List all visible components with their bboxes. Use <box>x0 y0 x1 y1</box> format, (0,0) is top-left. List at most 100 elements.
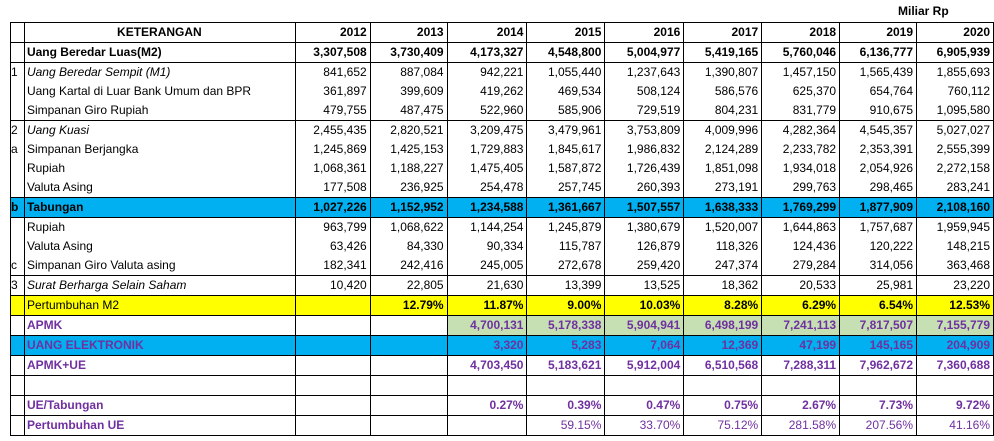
value-cell: 4,703,450 <box>446 355 528 376</box>
value-cell: 1,144,254 <box>446 217 528 237</box>
header-year: 2017 <box>683 22 763 43</box>
value-cell: 1,055,440 <box>526 62 606 82</box>
table-row: Pertumbuhan M2 12.79% 11.87% 9.00% 10.03% 8.2… <box>10 295 994 316</box>
value-cell: 9.00% <box>526 295 606 316</box>
value-cell: 729,519 <box>604 101 685 121</box>
value-cell: 11.87% <box>446 295 528 316</box>
value-cell: 1,851,098 <box>683 159 763 178</box>
row-label: UE/Tabungan <box>24 395 296 416</box>
value-cell: 6.54% <box>839 295 918 316</box>
value-cell: 254,478 <box>446 178 528 198</box>
value-cell: 4,548,800 <box>526 42 606 63</box>
spacer-cell <box>294 375 371 396</box>
header-row: KETERANGAN 2012 2013 2014 2015 2016 2017… <box>10 22 994 43</box>
value-cell <box>369 355 448 376</box>
value-cell: 4,545,357 <box>839 120 918 140</box>
value-cell: 1,845,617 <box>526 140 606 159</box>
value-cell: 5,178,338 <box>526 315 606 336</box>
value-cell: 120,222 <box>839 237 918 256</box>
value-cell: 279,284 <box>761 256 841 276</box>
row-index: 3 <box>10 275 25 296</box>
value-cell: 4,009,996 <box>683 120 763 140</box>
value-cell: 10.03% <box>604 295 685 316</box>
value-cell: 963,799 <box>294 217 371 237</box>
table-row: 1 Uang Beredar Sempit (M1) 841,652 887,084 9… <box>10 62 994 82</box>
table-row: Pertumbuhan UE 59.15% 33.70% 75.12% 281.58% 2… <box>10 415 994 436</box>
value-cell <box>369 335 448 356</box>
value-cell: 207.56% <box>839 415 918 436</box>
value-cell <box>369 415 448 436</box>
value-cell: 5,760,046 <box>761 42 841 63</box>
value-cell: 585,906 <box>526 101 606 121</box>
header-index <box>10 22 25 43</box>
row-index <box>10 178 25 198</box>
row-index: a <box>10 140 25 159</box>
value-cell: 1,245,869 <box>294 140 371 159</box>
value-cell: 7,241,113 <box>761 315 841 336</box>
value-cell: 760,112 <box>916 82 994 101</box>
value-cell: 3,730,409 <box>369 42 448 63</box>
row-label: Rupiah <box>24 217 296 237</box>
value-cell: 1,726,439 <box>604 159 685 178</box>
table-row: Rupiah 963,799 1,068,622 1,144,254 1,245,879… <box>10 217 994 237</box>
table-row: Valuta Asing 177,508 236,925 254,478 257,745… <box>10 178 994 198</box>
value-cell: 59.15% <box>526 415 606 436</box>
value-cell: 3,307,508 <box>294 42 371 63</box>
header-year: 2014 <box>446 22 528 43</box>
row-label: Simpanan Giro Valuta asing <box>24 256 296 276</box>
spacer-cell <box>369 375 448 396</box>
value-cell: 0.27% <box>446 395 528 416</box>
value-cell: 2.67% <box>761 395 841 416</box>
value-cell: 1,644,863 <box>761 217 841 237</box>
value-cell: 6.29% <box>761 295 841 316</box>
value-cell: 177,508 <box>294 178 371 198</box>
table-row: Simpanan Giro Rupiah 479,755 487,475 522,96… <box>10 101 994 121</box>
value-cell: 910,675 <box>839 101 918 121</box>
row-index: c <box>10 256 25 276</box>
row-label: APMK+UE <box>24 355 296 376</box>
row-label: Uang Beredar Sempit (M1) <box>24 62 296 82</box>
value-cell: 236,925 <box>369 178 448 198</box>
value-cell: 21,630 <box>446 275 528 296</box>
value-cell: 33.70% <box>604 415 685 436</box>
value-cell: 1,520,007 <box>683 217 763 237</box>
row-label: Pertumbuhan UE <box>24 415 296 436</box>
spacer-cell <box>761 375 841 396</box>
value-cell: 942,221 <box>446 62 528 82</box>
value-cell: 1,934,018 <box>761 159 841 178</box>
value-cell: 5,283 <box>526 335 606 356</box>
value-cell: 361,897 <box>294 82 371 101</box>
value-cell: 1,068,622 <box>369 217 448 237</box>
spacer-cell <box>916 375 994 396</box>
value-cell: 1,152,952 <box>369 197 448 218</box>
value-cell: 2,108,160 <box>916 197 994 218</box>
value-cell: 272,678 <box>526 256 606 276</box>
value-cell: 7,155,779 <box>916 315 994 336</box>
table-row: a Simpanan Berjangka 1,245,869 1,425,153 1,7… <box>10 140 994 159</box>
value-cell <box>446 415 528 436</box>
value-cell: 7,817,507 <box>839 315 918 336</box>
value-cell: 5,027,027 <box>916 120 994 140</box>
value-cell: 508,124 <box>604 82 685 101</box>
table-row: APMK 4,700,131 5,178,338 5,904,941 6,498,199… <box>10 315 994 336</box>
value-cell: 479,755 <box>294 101 371 121</box>
row-label: Rupiah <box>24 159 296 178</box>
value-cell: 148,215 <box>916 237 994 256</box>
value-cell: 8.28% <box>683 295 763 316</box>
value-cell: 1,188,227 <box>369 159 448 178</box>
row-label: Surat Berharga Selain Saham <box>24 275 296 296</box>
value-cell: 12.79% <box>369 295 448 316</box>
value-cell: 6,136,777 <box>839 42 918 63</box>
value-cell: 1,237,643 <box>604 62 685 82</box>
value-cell: 2,124,289 <box>683 140 763 159</box>
value-cell: 1,877,909 <box>839 197 918 218</box>
value-cell: 1,234,588 <box>446 197 528 218</box>
value-cell: 804,231 <box>683 101 763 121</box>
value-cell: 1,769,299 <box>761 197 841 218</box>
value-cell: 419,262 <box>446 82 528 101</box>
spacer-cell <box>526 375 606 396</box>
value-cell <box>294 395 371 416</box>
value-cell: 1,638,333 <box>683 197 763 218</box>
value-cell: 1,390,807 <box>683 62 763 82</box>
row-index <box>10 315 25 336</box>
